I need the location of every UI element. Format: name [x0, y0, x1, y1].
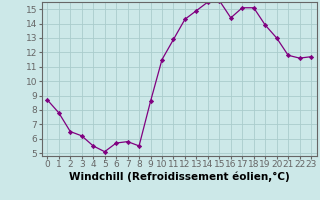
X-axis label: Windchill (Refroidissement éolien,°C): Windchill (Refroidissement éolien,°C) [69, 172, 290, 182]
